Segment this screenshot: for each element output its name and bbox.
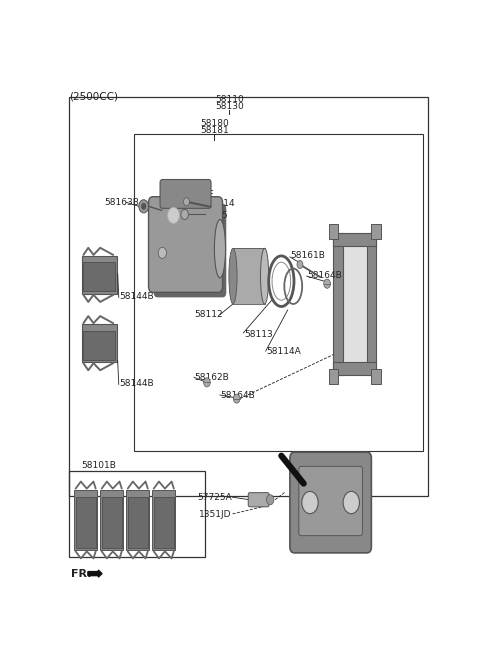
Text: 58161B: 58161B — [290, 252, 325, 260]
Text: 58114A: 58114A — [266, 346, 301, 355]
Circle shape — [343, 491, 360, 514]
Circle shape — [181, 210, 188, 219]
Text: 58163B: 58163B — [105, 198, 140, 207]
Bar — [329, 369, 338, 384]
Bar — [83, 263, 115, 291]
Text: 58164B: 58164B — [307, 271, 342, 280]
Text: 58144B: 58144B — [120, 379, 154, 388]
Bar — [154, 497, 174, 548]
Circle shape — [168, 208, 180, 223]
Circle shape — [266, 495, 274, 505]
Bar — [134, 135, 423, 451]
Text: 58162B: 58162B — [195, 373, 229, 382]
Circle shape — [297, 260, 303, 269]
Circle shape — [141, 203, 146, 210]
Circle shape — [139, 200, 148, 213]
Bar — [69, 97, 428, 496]
FancyArrow shape — [88, 570, 102, 577]
Circle shape — [183, 198, 190, 206]
Text: 58113: 58113 — [244, 330, 273, 339]
Text: 58181: 58181 — [200, 126, 229, 135]
Text: 58101B: 58101B — [82, 461, 117, 470]
FancyBboxPatch shape — [248, 493, 269, 507]
Ellipse shape — [229, 248, 237, 304]
Text: 58144B: 58144B — [120, 292, 154, 301]
Ellipse shape — [261, 248, 269, 304]
Circle shape — [233, 394, 240, 403]
Bar — [343, 246, 367, 362]
Text: 58110: 58110 — [215, 95, 244, 104]
Text: 58125F: 58125F — [180, 190, 214, 199]
Text: FR.: FR. — [71, 568, 92, 579]
Circle shape — [158, 247, 167, 258]
Bar — [69, 471, 205, 557]
Circle shape — [204, 378, 210, 387]
Bar — [83, 330, 115, 359]
Bar — [128, 497, 148, 548]
Text: 58314: 58314 — [206, 199, 234, 208]
Bar — [367, 233, 376, 374]
Text: 58130: 58130 — [215, 102, 244, 110]
Bar — [76, 497, 96, 548]
Bar — [102, 497, 122, 548]
Bar — [100, 489, 123, 551]
Text: 57725A: 57725A — [197, 493, 232, 502]
Bar — [126, 489, 149, 551]
Bar — [334, 362, 376, 374]
FancyBboxPatch shape — [299, 466, 362, 535]
Ellipse shape — [215, 219, 226, 278]
Text: (2500CC): (2500CC) — [69, 91, 118, 101]
Bar — [74, 489, 97, 551]
Circle shape — [324, 279, 330, 288]
FancyBboxPatch shape — [154, 204, 226, 298]
Bar — [334, 233, 376, 246]
Bar — [329, 224, 338, 239]
Text: 58125: 58125 — [200, 211, 228, 220]
FancyBboxPatch shape — [148, 196, 223, 292]
Bar — [372, 369, 381, 384]
FancyBboxPatch shape — [290, 452, 372, 553]
Circle shape — [302, 491, 318, 514]
Bar — [82, 324, 117, 362]
Bar — [233, 248, 264, 304]
Bar — [82, 256, 117, 294]
Bar — [334, 233, 343, 374]
FancyBboxPatch shape — [160, 179, 211, 208]
Text: 1351JD: 1351JD — [199, 510, 232, 520]
Text: 58164B: 58164B — [221, 390, 255, 399]
Text: 58112: 58112 — [194, 310, 223, 319]
Bar — [372, 224, 381, 239]
Bar — [152, 489, 175, 551]
Text: 58180: 58180 — [200, 119, 229, 128]
